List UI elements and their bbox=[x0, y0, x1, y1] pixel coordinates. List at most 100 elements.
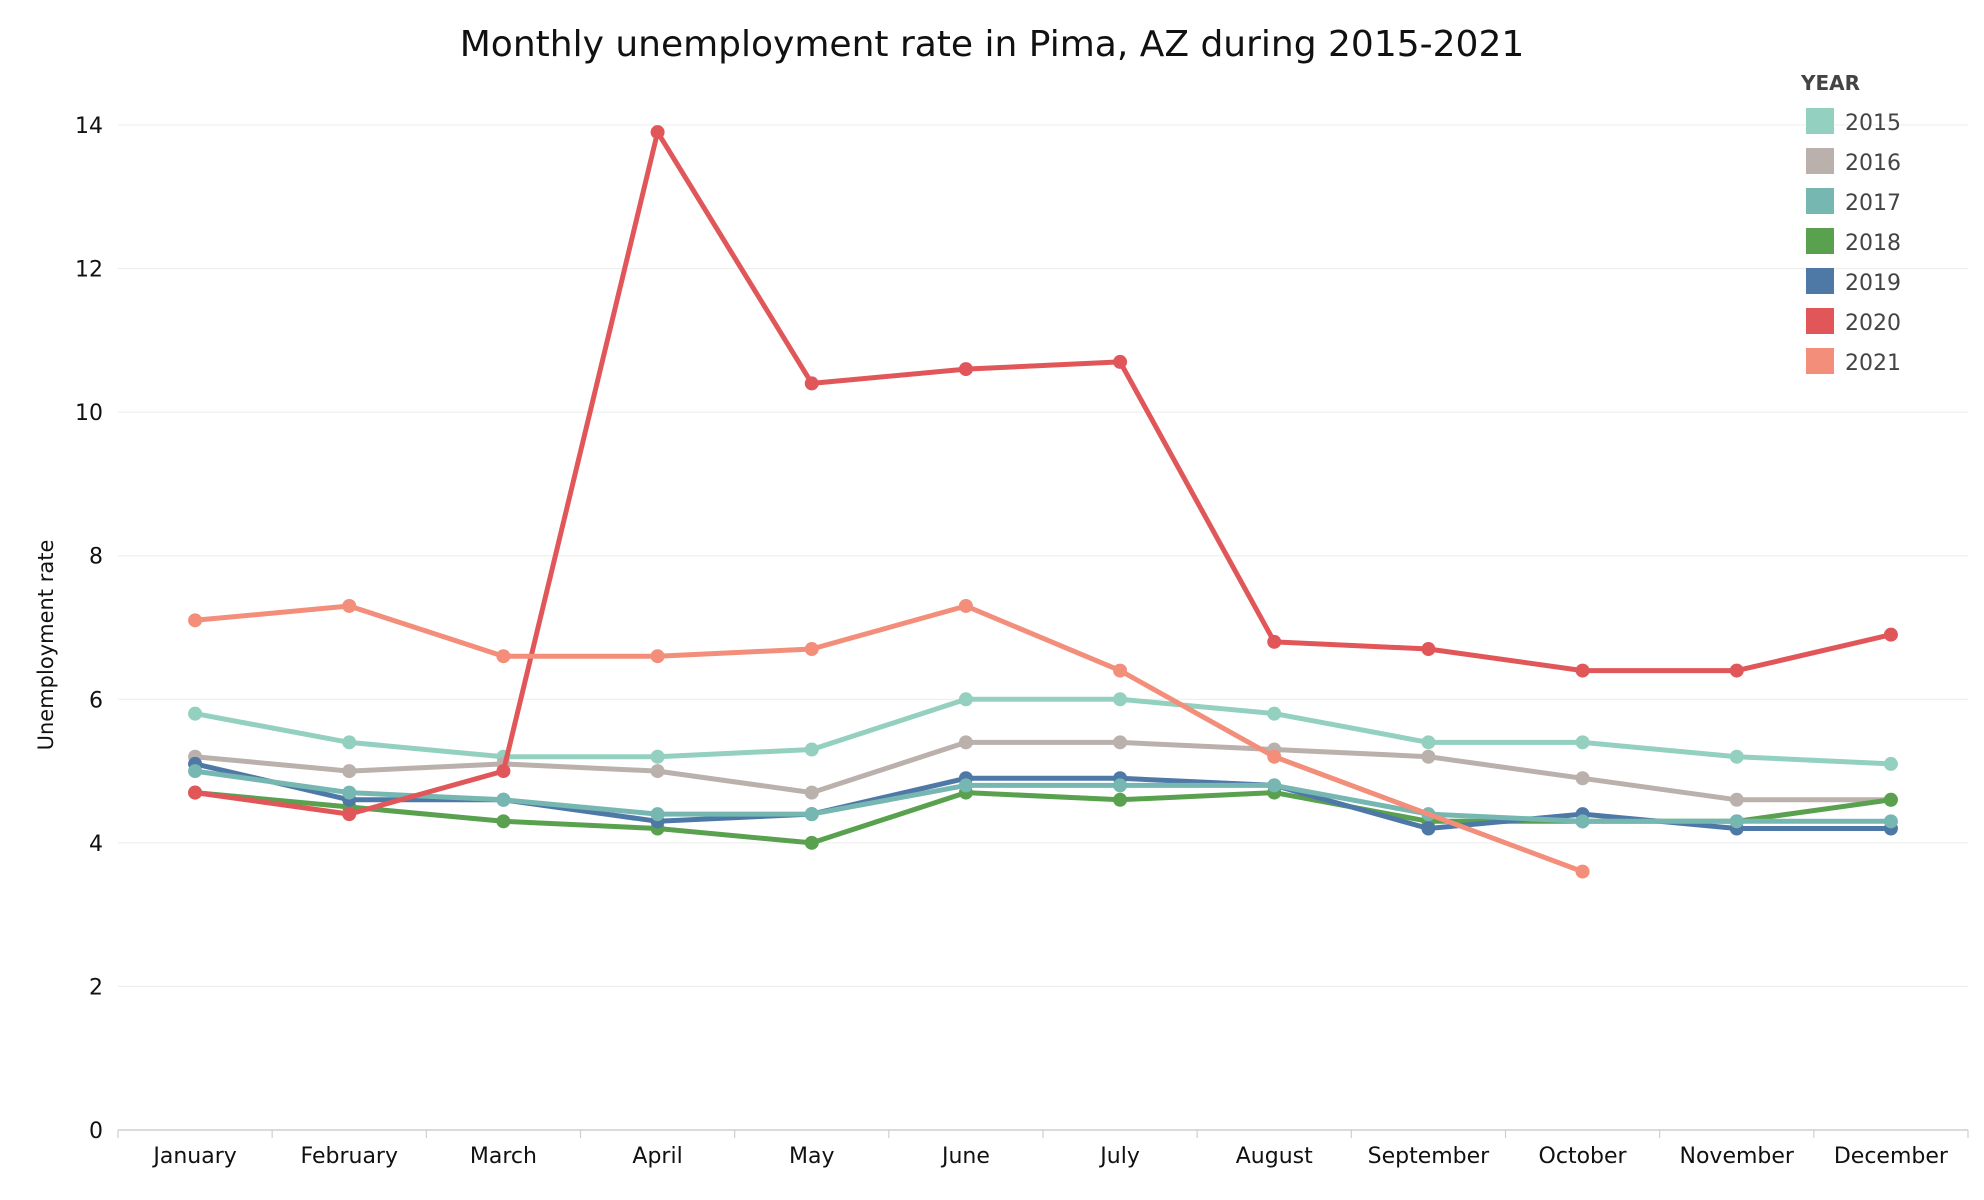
series-line-2017 bbox=[192, 768, 1894, 824]
data-point-2018 bbox=[1113, 792, 1128, 807]
data-point-2021 bbox=[804, 642, 819, 657]
data-point-2020 bbox=[958, 362, 973, 377]
data-point-2015 bbox=[188, 706, 203, 721]
y-tick-label: 12 bbox=[75, 258, 103, 283]
y-axis-label: Unemployment rate bbox=[34, 540, 58, 751]
data-point-2016 bbox=[342, 764, 357, 779]
data-point-2016 bbox=[1729, 792, 1744, 807]
legend-label-2018: 2018 bbox=[1845, 231, 1901, 256]
axes: 0 2 4 6 8 10 12 14 January February March April May J… bbox=[75, 114, 1969, 1169]
data-point-2017 bbox=[342, 785, 357, 800]
data-point-2020 bbox=[650, 125, 665, 140]
legend-swatch-2016 bbox=[1806, 148, 1834, 174]
data-point-2015 bbox=[804, 742, 819, 757]
data-point-2019 bbox=[1421, 821, 1436, 836]
y-tick-label: 0 bbox=[89, 1119, 103, 1144]
gridlines bbox=[118, 124, 1968, 987]
legend-swatch-2021 bbox=[1806, 348, 1834, 374]
x-tick-label: May bbox=[789, 1144, 834, 1169]
data-point-2015 bbox=[1729, 749, 1744, 764]
legend-swatch-2019 bbox=[1806, 268, 1834, 294]
data-point-2017 bbox=[1883, 814, 1898, 829]
series-line-2016 bbox=[192, 739, 1894, 803]
data-point-2020 bbox=[188, 785, 203, 800]
data-point-2017 bbox=[1113, 778, 1128, 793]
data-point-2015 bbox=[1883, 756, 1898, 771]
data-point-2020 bbox=[804, 376, 819, 391]
data-point-2016 bbox=[1113, 735, 1128, 750]
data-point-2021 bbox=[496, 649, 511, 664]
data-point-2015 bbox=[650, 749, 665, 764]
legend-label-2016: 2016 bbox=[1845, 151, 1901, 176]
data-point-2017 bbox=[1729, 814, 1744, 829]
x-tick-label: September bbox=[1368, 1144, 1491, 1169]
y-tick-label: 6 bbox=[89, 688, 103, 713]
x-tick-label: December bbox=[1834, 1144, 1949, 1169]
data-point-2018 bbox=[1883, 792, 1898, 807]
legend-label-2020: 2020 bbox=[1845, 311, 1901, 336]
series-2021 bbox=[188, 598, 1590, 879]
data-point-2018 bbox=[804, 835, 819, 850]
data-point-2021 bbox=[650, 649, 665, 664]
legend-label-2021: 2021 bbox=[1845, 351, 1901, 376]
y-tick-label: 4 bbox=[89, 832, 103, 857]
data-point-2015 bbox=[1575, 735, 1590, 750]
series-2020 bbox=[188, 125, 1898, 822]
data-point-2017 bbox=[496, 792, 511, 807]
data-point-2017 bbox=[188, 764, 203, 779]
legend-swatch-2015 bbox=[1806, 108, 1834, 134]
data-point-2021 bbox=[342, 598, 357, 613]
x-tick-label: June bbox=[940, 1144, 990, 1169]
x-tick-label: February bbox=[301, 1144, 399, 1169]
y-tick-label: 8 bbox=[89, 545, 103, 570]
y-tick-label: 2 bbox=[89, 975, 103, 1000]
data-point-2021 bbox=[188, 613, 203, 628]
y-tick-label: 10 bbox=[75, 401, 103, 426]
data-point-2017 bbox=[1267, 778, 1282, 793]
series-2016 bbox=[188, 735, 1898, 807]
data-point-2016 bbox=[958, 735, 973, 750]
series-line-2015 bbox=[192, 696, 1894, 767]
data-point-2018 bbox=[496, 814, 511, 829]
data-point-2020 bbox=[1421, 642, 1436, 657]
data-point-2015 bbox=[1113, 692, 1128, 707]
chart-title: Monthly unemployment rate in Pima, AZ du… bbox=[460, 24, 1525, 65]
legend: YEAR 2015 2016 2017 2018 2019 2020 2021 bbox=[1800, 71, 1901, 376]
data-point-2015 bbox=[1267, 706, 1282, 721]
x-tick-label: March bbox=[470, 1144, 537, 1169]
data-point-2020 bbox=[1729, 663, 1744, 678]
data-point-2016 bbox=[1421, 749, 1436, 764]
x-tick-label: August bbox=[1236, 1144, 1313, 1169]
data-point-2015 bbox=[958, 692, 973, 707]
legend-label-2017: 2017 bbox=[1845, 191, 1901, 216]
data-point-2016 bbox=[804, 785, 819, 800]
series-layer bbox=[188, 125, 1898, 879]
x-tick-label: July bbox=[1098, 1144, 1140, 1169]
data-point-2021 bbox=[1113, 663, 1128, 678]
data-point-2015 bbox=[1421, 735, 1436, 750]
data-point-2016 bbox=[1575, 771, 1590, 786]
x-tick-label: January bbox=[151, 1144, 236, 1169]
legend-swatch-2017 bbox=[1806, 188, 1834, 214]
data-point-2020 bbox=[1575, 663, 1590, 678]
data-point-2017 bbox=[958, 778, 973, 793]
data-point-2017 bbox=[804, 807, 819, 822]
series-line-2020 bbox=[192, 129, 1894, 817]
series-2015 bbox=[188, 692, 1898, 771]
data-point-2020 bbox=[1267, 634, 1282, 649]
legend-swatch-2020 bbox=[1806, 308, 1834, 334]
y-tick-label: 14 bbox=[75, 114, 103, 139]
data-point-2016 bbox=[650, 764, 665, 779]
legend-swatch-2018 bbox=[1806, 228, 1834, 254]
legend-label-2015: 2015 bbox=[1845, 111, 1901, 136]
legend-label-2019: 2019 bbox=[1845, 271, 1901, 296]
data-point-2015 bbox=[342, 735, 357, 750]
x-tick-label: November bbox=[1680, 1144, 1795, 1169]
series-2017 bbox=[188, 764, 1898, 829]
legend-title: YEAR bbox=[1800, 71, 1860, 95]
x-tick-label: April bbox=[632, 1144, 682, 1169]
data-point-2020 bbox=[1883, 627, 1898, 642]
data-point-2020 bbox=[342, 807, 357, 822]
data-point-2020 bbox=[496, 764, 511, 779]
